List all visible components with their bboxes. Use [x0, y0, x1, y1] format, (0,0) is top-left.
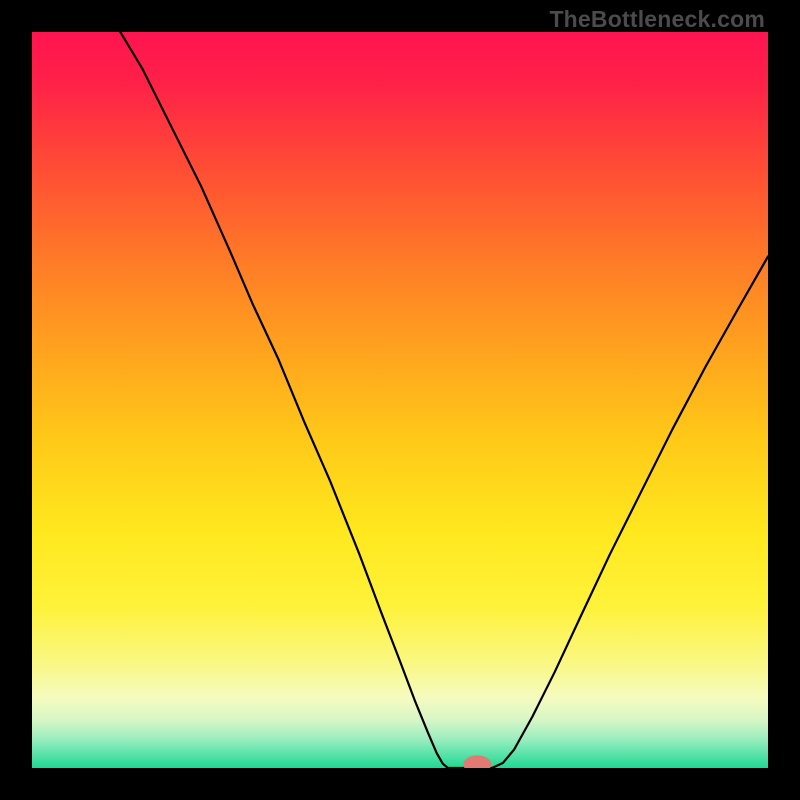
bottleneck-curve: [120, 32, 768, 768]
chart-frame: TheBottleneck.com: [0, 0, 800, 800]
curve-layer: [32, 32, 768, 768]
optimal-marker: [463, 755, 491, 768]
watermark-text: TheBottleneck.com: [549, 6, 765, 33]
plot-area: [32, 32, 768, 768]
